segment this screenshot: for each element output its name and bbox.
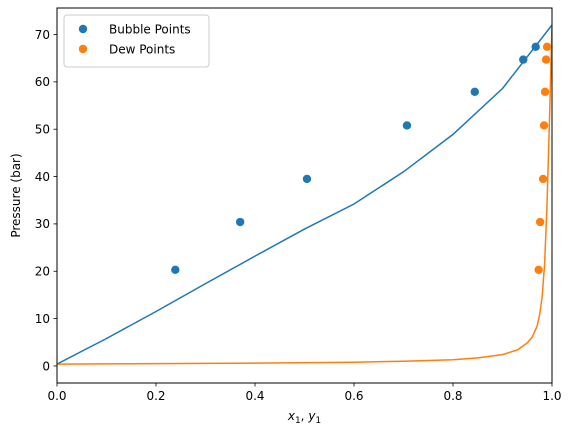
- series-line-2: [57, 24, 552, 365]
- legend-box: [63, 14, 210, 68]
- y-tick-label: 30: [35, 217, 50, 231]
- y-tick-label: 10: [35, 312, 50, 326]
- y-tick-label: 60: [35, 75, 50, 89]
- dew-points-point: [542, 42, 552, 52]
- dew-points-point: [534, 265, 543, 275]
- legend-marker-bubble-points: [78, 24, 88, 34]
- y-tick-label: 50: [35, 123, 50, 137]
- series-line-3: [57, 24, 552, 365]
- legend-marker-dew-points: [78, 44, 88, 54]
- x-axis-label: x1, y1: [287, 409, 321, 426]
- bubble-points-point: [302, 174, 312, 184]
- legend-label-dew-points: Dew Points: [109, 43, 175, 57]
- y-tick-label: 70: [35, 28, 50, 42]
- dew-points-point: [540, 87, 550, 97]
- y-axis-label: Pressure (bar): [9, 153, 23, 237]
- x-tick-label: 0.8: [443, 389, 462, 403]
- bubble-points-point: [171, 265, 180, 275]
- bubble-points-point: [235, 217, 245, 227]
- axes-frame: [56, 7, 553, 384]
- y-tick-label: 40: [35, 170, 50, 184]
- y-tick-label: 0: [42, 359, 50, 373]
- bubble-points-point: [531, 42, 540, 52]
- legend: Bubble Points Dew Points: [63, 14, 210, 68]
- x-tick-label: 0.2: [146, 389, 165, 403]
- x-axis: 0.0 0.2 0.4 0.6 0.8 1.0: [47, 383, 562, 403]
- x-tick-label: 0.4: [245, 389, 264, 403]
- dew-points-point: [539, 121, 549, 130]
- x-tick-label: 0.0: [47, 389, 66, 403]
- series-layer: [57, 24, 552, 365]
- y-axis: 0 10 20 30 40 50 60 70: [35, 28, 57, 373]
- x-tick-label: 1.0: [542, 389, 561, 403]
- bubble-points-point: [470, 87, 479, 97]
- bubble-points-point: [402, 121, 412, 130]
- dew-points-point: [538, 174, 548, 184]
- dew-points-point: [535, 217, 545, 227]
- x-tick-label: 0.6: [344, 389, 363, 403]
- legend-label-bubble-points: Bubble Points: [109, 23, 191, 37]
- bubble-points-point: [519, 55, 528, 64]
- y-tick-label: 20: [35, 265, 50, 279]
- dew-points-point: [541, 55, 551, 64]
